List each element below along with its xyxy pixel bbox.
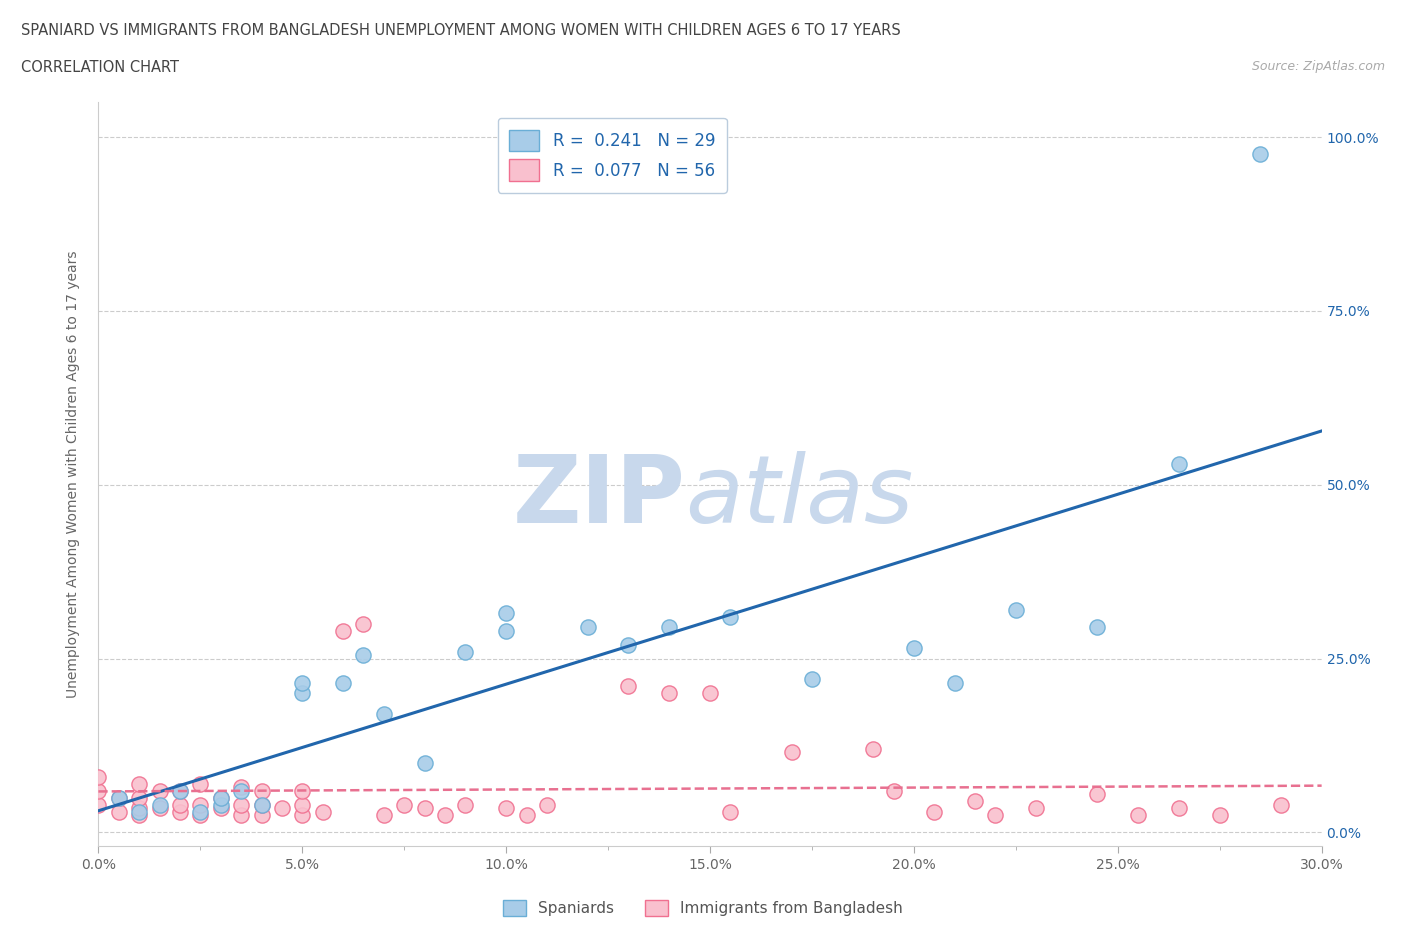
Point bbox=[495, 623, 517, 638]
Text: SPANIARD VS IMMIGRANTS FROM BANGLADESH UNEMPLOYMENT AMONG WOMEN WITH CHILDREN AG: SPANIARD VS IMMIGRANTS FROM BANGLADESH U… bbox=[21, 23, 901, 38]
Point bbox=[1025, 801, 1047, 816]
Point bbox=[434, 807, 457, 822]
Point bbox=[209, 790, 232, 805]
Point bbox=[801, 672, 824, 687]
Point bbox=[291, 675, 314, 690]
Point bbox=[169, 804, 191, 819]
Point bbox=[1128, 807, 1150, 822]
Point bbox=[1167, 457, 1189, 472]
Point bbox=[352, 647, 374, 662]
Point bbox=[413, 801, 436, 816]
Point bbox=[576, 619, 599, 634]
Point bbox=[495, 606, 517, 621]
Point bbox=[108, 790, 131, 805]
Point bbox=[188, 804, 212, 819]
Point bbox=[87, 783, 110, 798]
Point bbox=[332, 623, 354, 638]
Point bbox=[291, 807, 314, 822]
Point bbox=[188, 777, 212, 791]
Point bbox=[617, 679, 640, 694]
Point bbox=[1085, 787, 1108, 802]
Point bbox=[903, 641, 925, 656]
Point bbox=[1209, 807, 1232, 822]
Point bbox=[658, 619, 681, 634]
Point bbox=[413, 755, 436, 770]
Point bbox=[209, 801, 232, 816]
Point bbox=[231, 779, 253, 794]
Point bbox=[128, 790, 150, 805]
Point bbox=[699, 686, 721, 701]
Point bbox=[1167, 801, 1189, 816]
Point bbox=[149, 797, 172, 812]
Point bbox=[862, 741, 884, 756]
Point bbox=[720, 609, 742, 624]
Point bbox=[617, 637, 640, 652]
Point bbox=[536, 797, 558, 812]
Point bbox=[169, 797, 191, 812]
Point bbox=[373, 807, 395, 822]
Point bbox=[128, 804, 150, 819]
Point bbox=[965, 793, 987, 808]
Point bbox=[291, 686, 314, 701]
Point bbox=[128, 777, 150, 791]
Point bbox=[209, 790, 232, 805]
Point bbox=[720, 804, 742, 819]
Point bbox=[188, 807, 212, 822]
Point bbox=[169, 783, 191, 798]
Legend: Spaniards, Immigrants from Bangladesh: Spaniards, Immigrants from Bangladesh bbox=[498, 894, 908, 923]
Y-axis label: Unemployment Among Women with Children Ages 6 to 17 years: Unemployment Among Women with Children A… bbox=[66, 250, 80, 698]
Point bbox=[780, 745, 803, 760]
Text: Source: ZipAtlas.com: Source: ZipAtlas.com bbox=[1251, 60, 1385, 73]
Point bbox=[149, 783, 172, 798]
Point bbox=[108, 804, 131, 819]
Point bbox=[209, 797, 232, 812]
Point bbox=[108, 790, 131, 805]
Point bbox=[250, 783, 273, 798]
Point bbox=[128, 801, 150, 816]
Point bbox=[1004, 603, 1026, 618]
Point bbox=[169, 783, 191, 798]
Point bbox=[1249, 147, 1271, 162]
Point bbox=[149, 801, 172, 816]
Point bbox=[291, 797, 314, 812]
Point bbox=[454, 797, 477, 812]
Text: CORRELATION CHART: CORRELATION CHART bbox=[21, 60, 179, 75]
Point bbox=[312, 804, 335, 819]
Legend: R =  0.241   N = 29, R =  0.077   N = 56: R = 0.241 N = 29, R = 0.077 N = 56 bbox=[498, 118, 727, 193]
Point bbox=[392, 797, 416, 812]
Point bbox=[231, 783, 253, 798]
Point bbox=[373, 707, 395, 722]
Text: atlas: atlas bbox=[686, 451, 914, 542]
Point bbox=[250, 797, 273, 812]
Point bbox=[658, 686, 681, 701]
Point bbox=[516, 807, 538, 822]
Point bbox=[1085, 619, 1108, 634]
Point bbox=[922, 804, 945, 819]
Point bbox=[883, 783, 905, 798]
Point bbox=[231, 797, 253, 812]
Text: ZIP: ZIP bbox=[513, 451, 686, 542]
Point bbox=[984, 807, 1007, 822]
Point bbox=[291, 783, 314, 798]
Point bbox=[87, 769, 110, 784]
Point bbox=[250, 797, 273, 812]
Point bbox=[270, 801, 294, 816]
Point bbox=[495, 801, 517, 816]
Point bbox=[332, 675, 354, 690]
Point bbox=[87, 797, 110, 812]
Point bbox=[128, 807, 150, 822]
Point bbox=[352, 617, 374, 631]
Point bbox=[943, 675, 966, 690]
Point bbox=[1270, 797, 1292, 812]
Point bbox=[231, 807, 253, 822]
Point bbox=[250, 807, 273, 822]
Point bbox=[188, 797, 212, 812]
Point bbox=[454, 644, 477, 659]
